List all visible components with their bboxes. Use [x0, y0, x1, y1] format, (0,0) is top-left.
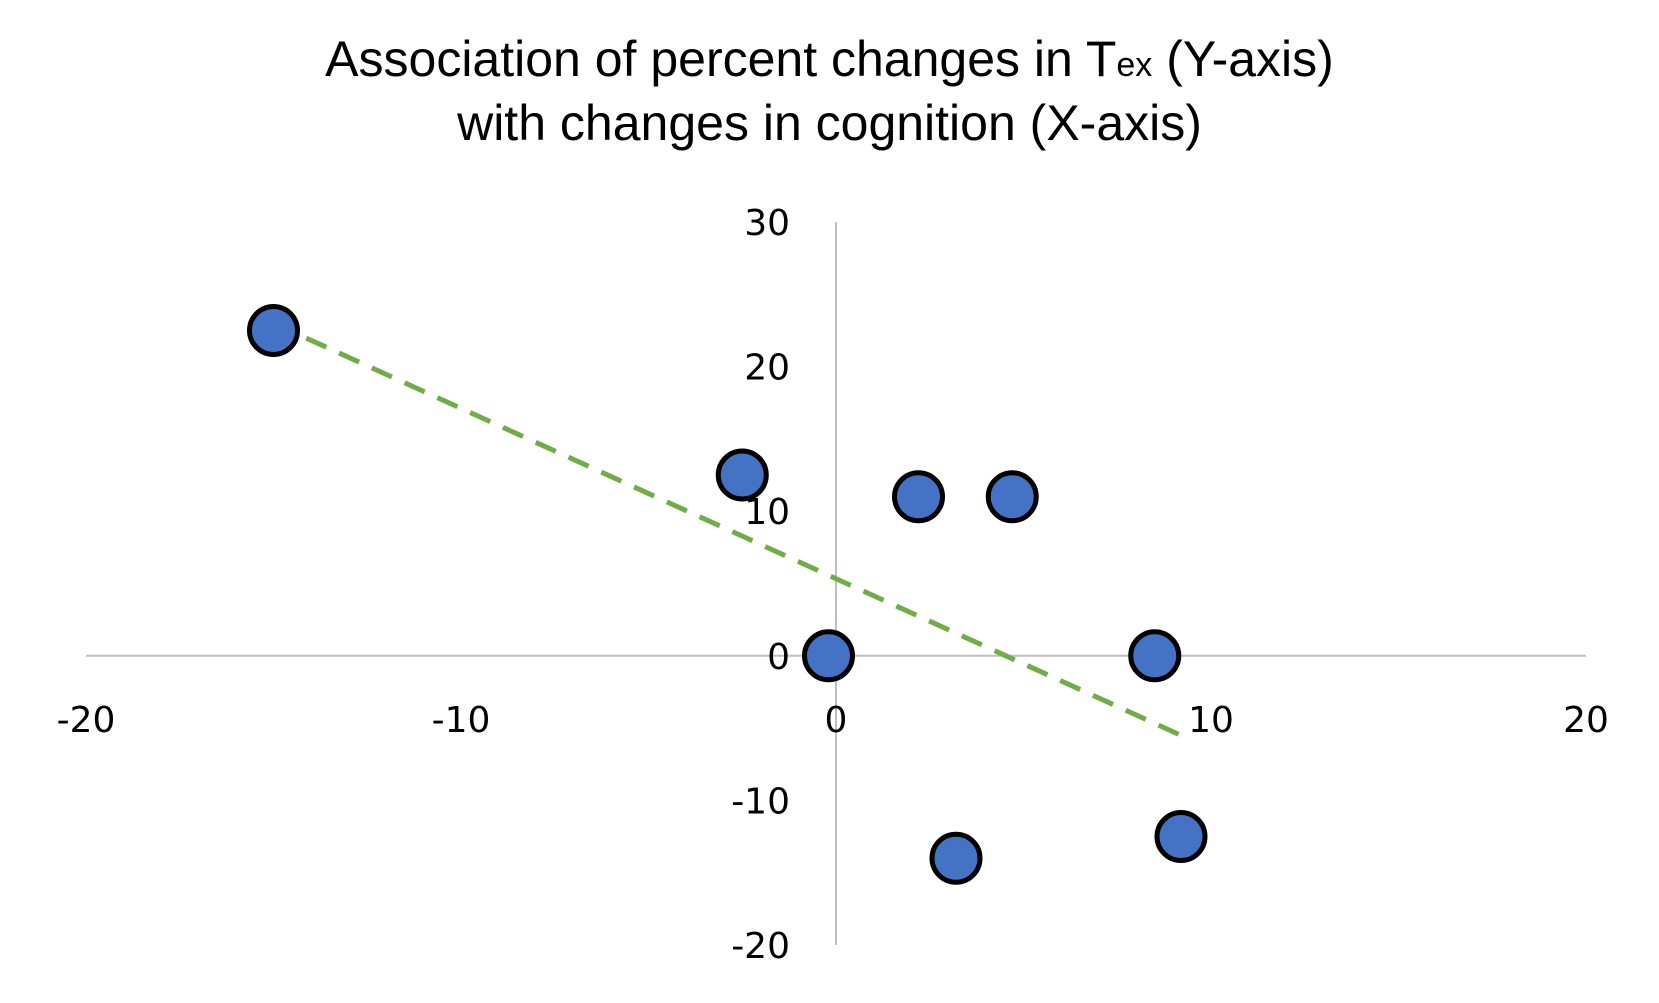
x-tick-label: -10	[432, 700, 491, 741]
y-tick-label: -10	[731, 781, 790, 822]
x-tick-label: 20	[1563, 700, 1609, 741]
data-points	[247, 303, 1208, 885]
y-tick-label: 10	[744, 492, 790, 533]
data-point	[985, 470, 1039, 524]
y-tick-label: 30	[744, 203, 790, 244]
chart-title: Association of percent changes in Tex (Y…	[0, 30, 1659, 152]
y-tick-label: -20	[731, 926, 790, 967]
y-tick-label: 0	[767, 637, 790, 678]
data-point	[1154, 810, 1208, 864]
trendline	[272, 320, 1183, 738]
data-point	[802, 629, 855, 683]
chart-title-line-2: with changes in cognition (X-axis)	[457, 95, 1202, 151]
x-tick-label: -20	[57, 700, 116, 741]
data-point	[1128, 629, 1182, 683]
data-point	[247, 303, 300, 357]
axes	[86, 222, 1586, 945]
trendline-layer	[272, 320, 1183, 738]
tick-labels: -20 -10 0 10 20 30 20 10 0 -10 -20	[57, 203, 1609, 967]
data-point	[715, 448, 769, 502]
y-tick-label: 20	[744, 348, 790, 389]
x-tick-label: 10	[1188, 700, 1234, 741]
data-point	[929, 831, 983, 885]
data-point	[892, 470, 945, 524]
chart-title-line-1: Association of percent changes in Tex (Y…	[325, 31, 1334, 87]
x-tick-label: 0	[825, 700, 848, 741]
